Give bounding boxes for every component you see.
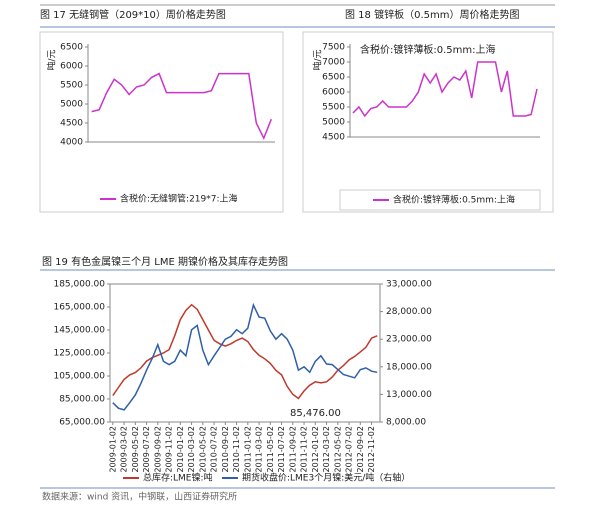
- y-tick-label: 165,000.00: [53, 303, 105, 313]
- y2-tick-label: 28,000.00: [386, 307, 432, 317]
- y-tick-label: 105,000.00: [53, 372, 105, 382]
- x-tick-label: 2009-11-02: [165, 426, 174, 473]
- annotation: 含税价:镀锌薄板:0.5mm:上海: [360, 43, 496, 56]
- y2-tick-label: 13,000.00: [386, 390, 432, 400]
- y-tick-label: 4000: [60, 138, 83, 148]
- y-tick-label: 5000: [60, 100, 83, 110]
- y-tick-label: 6500: [322, 73, 345, 83]
- series-line: [91, 72, 272, 141]
- y-tick-label: 7500: [322, 43, 345, 53]
- chart-frame: [39, 31, 284, 213]
- y-tick-label: 4500: [60, 119, 83, 129]
- series-line: [112, 303, 378, 400]
- y-tick-label: 65,000.00: [59, 418, 105, 428]
- x-tick-label: 2012-01-02: [311, 426, 320, 473]
- chart-title: 图 19 有色金属镍三个月 LME 期镍价格及其库存走势图: [42, 255, 288, 268]
- x-tick-label: 2011-09-02: [288, 426, 297, 473]
- annotation: 85,476.00: [290, 408, 341, 419]
- x-tick-label: 2011-07-02: [277, 426, 286, 473]
- y-tick-label: 4500: [322, 133, 345, 143]
- y-tick-label: 145,000.00: [53, 326, 105, 336]
- x-tick-label: 2009-09-02: [153, 426, 162, 473]
- y-axis-label: 吨/元: [312, 49, 324, 70]
- chart-frame: [302, 31, 554, 213]
- x-tick-label: 2011-03-02: [255, 426, 264, 473]
- legend-label: 含税价:镀锌薄板:0.5mm:上海: [393, 194, 515, 206]
- x-tick-label: 2011-01-02: [243, 426, 252, 473]
- y-tick-label: 7000: [322, 58, 345, 68]
- series-line: [352, 61, 538, 118]
- x-tick-label: 2009-03-02: [120, 426, 129, 473]
- y-tick-label: 6000: [322, 88, 345, 98]
- x-tick-label: 2009-07-02: [142, 426, 151, 473]
- chart-title: 图 17 无缝钢管（209*10）周价格走势图: [40, 8, 226, 21]
- y-tick-label: 5500: [60, 81, 83, 91]
- legend-label: 期货收盘价:LME3个月镍:美元/吨（右轴）: [242, 472, 410, 484]
- y-tick-label: 85,000.00: [59, 395, 105, 405]
- y2-tick-label: 23,000.00: [386, 335, 432, 345]
- y-axis-label: 吨/元: [46, 49, 58, 70]
- legend-label: 总库存:LME镍:吨: [143, 472, 213, 484]
- legend-label: 含税价:无缝钢管:219*7:上海: [120, 193, 238, 205]
- x-tick-label: 2010-09-02: [221, 426, 230, 473]
- source: 数据来源：wind 资讯，中钢联，山西证券研究所: [42, 491, 237, 503]
- y-tick-label: 6000: [60, 62, 83, 72]
- chart-title: 图 18 镀锌板（0.5mm）周价格走势图: [345, 8, 519, 21]
- x-tick-label: 2010-05-02: [198, 426, 207, 473]
- x-tick-label: 2012-11-02: [367, 426, 376, 473]
- legend-frame: [339, 189, 541, 211]
- x-tick-label: 2009-05-02: [131, 426, 140, 473]
- x-tick-label: 2011-05-02: [266, 426, 275, 473]
- x-tick-label: 2012-03-02: [322, 426, 331, 473]
- x-tick-label: 2009-01-02: [108, 426, 117, 473]
- series-line: [112, 302, 378, 411]
- y-tick-label: 5000: [322, 118, 345, 128]
- y-tick-label: 125,000.00: [53, 349, 105, 359]
- x-tick-label: 2012-07-02: [345, 426, 354, 473]
- y2-tick-label: 18,000.00: [386, 362, 432, 372]
- x-tick-label: 2010-07-02: [210, 426, 219, 473]
- y-tick-label: 185,000.00: [53, 280, 105, 290]
- x-tick-label: 2012-09-02: [356, 426, 365, 473]
- y-tick-label: 6500: [60, 43, 83, 53]
- y2-tick-label: 8,000.00: [386, 418, 426, 428]
- y2-tick-label: 33,000.00: [386, 280, 432, 290]
- x-tick-label: 2010-03-02: [187, 426, 196, 473]
- x-tick-label: 2010-11-02: [232, 426, 241, 473]
- x-tick-label: 2011-11-02: [300, 426, 309, 473]
- x-tick-label: 2012-05-02: [333, 426, 342, 473]
- y-tick-label: 5500: [322, 103, 345, 113]
- plot-frame: [109, 283, 381, 423]
- x-tick-label: 2010-01-02: [176, 426, 185, 473]
